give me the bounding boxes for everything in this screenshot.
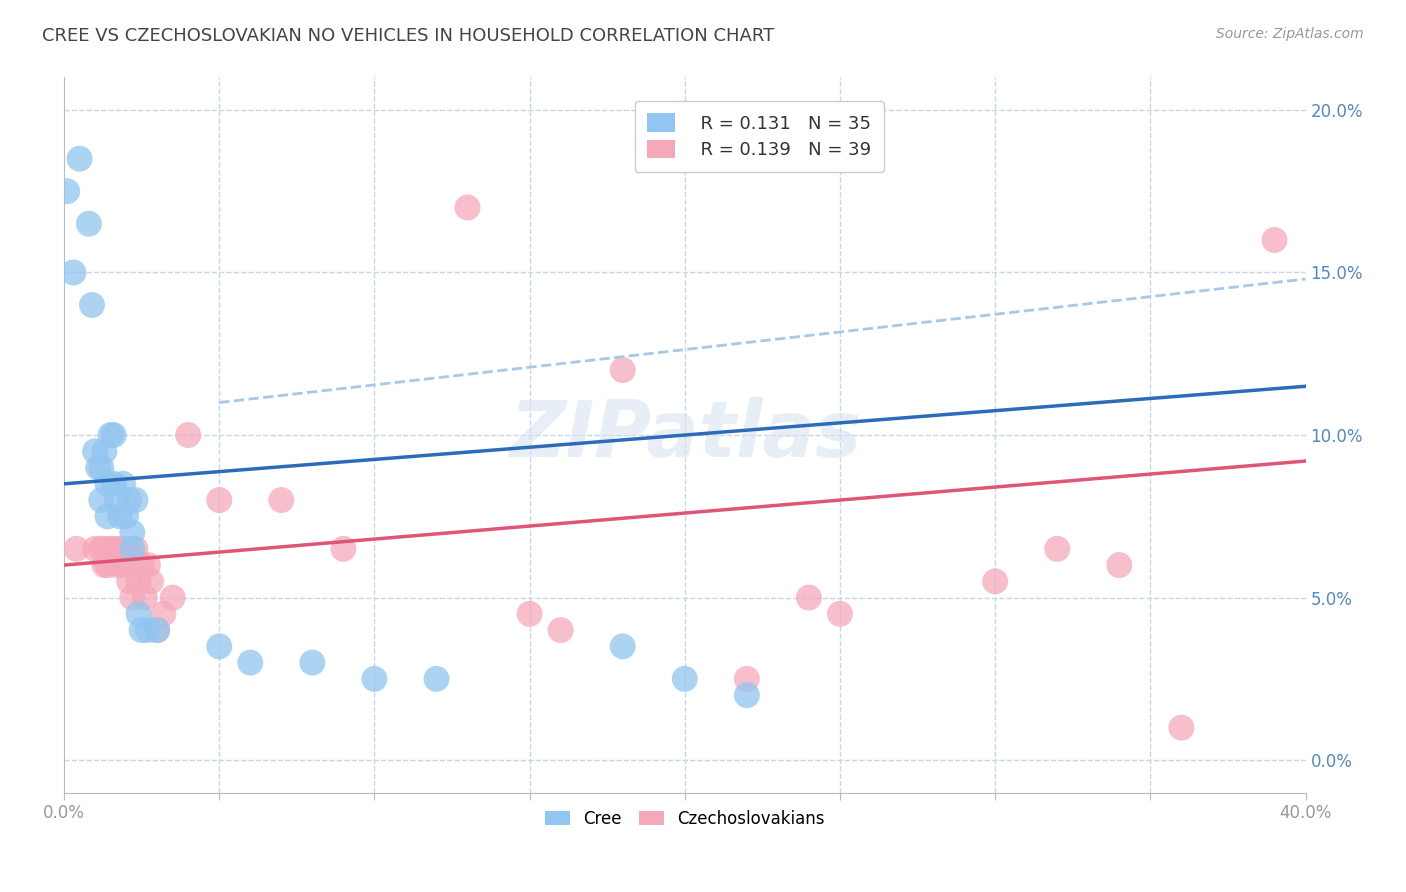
Point [136,558,159,573]
Point [301,656,323,670]
Point [65,541,87,556]
Text: CREE VS CZECHOSLOVAKIAN NO VEHICLES IN HOUSEHOLD CORRELATION CHART: CREE VS CZECHOSLOVAKIAN NO VEHICLES IN H… [42,27,775,45]
Point [131,623,153,637]
Point [121,541,143,556]
Point [118,574,141,589]
Point [121,525,143,540]
Point [90,493,112,508]
Point [108,509,131,524]
Point [69,152,91,166]
Point [984,574,1007,589]
Point [146,623,169,637]
Point [90,541,112,556]
Point [797,591,820,605]
Point [90,460,112,475]
Point [103,428,125,442]
Point [131,558,153,573]
Point [108,541,131,556]
Point [332,541,354,556]
Point [146,623,169,637]
Point [105,493,128,508]
Legend: Cree, Czechoslovakians: Cree, Czechoslovakians [538,803,831,834]
Point [519,607,541,621]
Point [735,688,758,702]
Point [87,460,110,475]
Point [1046,541,1069,556]
Text: ZIPatlas: ZIPatlas [509,397,860,473]
Point [134,591,156,605]
Point [612,640,634,654]
Point [270,493,292,508]
Point [208,640,231,654]
Point [118,493,141,508]
Point [93,558,115,573]
Point [105,558,128,573]
Point [1108,558,1130,573]
Point [93,444,115,458]
Point [152,607,174,621]
Point [100,541,122,556]
Point [208,493,231,508]
Point [84,444,107,458]
Point [162,591,184,605]
Point [100,428,122,442]
Point [363,672,385,686]
Point [239,656,262,670]
Point [124,493,146,508]
Point [121,591,143,605]
Point [177,428,200,442]
Point [128,607,150,621]
Point [612,363,634,377]
Point [550,623,572,637]
Point [93,541,115,556]
Point [56,184,79,198]
Point [1170,721,1192,735]
Point [80,298,103,312]
Point [128,574,150,589]
Point [425,672,447,686]
Point [115,541,138,556]
Point [136,623,159,637]
Point [1263,233,1285,247]
Point [457,201,479,215]
Point [115,509,138,524]
Point [139,574,162,589]
Point [112,558,135,573]
Point [124,541,146,556]
Text: Source: ZipAtlas.com: Source: ZipAtlas.com [1216,27,1364,41]
Point [103,476,125,491]
Point [96,509,118,524]
Point [103,541,125,556]
Point [77,217,100,231]
Point [673,672,696,686]
Point [828,607,851,621]
Point [62,265,84,279]
Point [84,541,107,556]
Point [735,672,758,686]
Point [96,476,118,491]
Point [112,476,135,491]
Point [96,558,118,573]
